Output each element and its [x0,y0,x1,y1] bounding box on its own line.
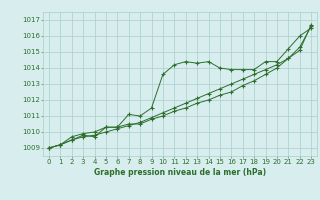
X-axis label: Graphe pression niveau de la mer (hPa): Graphe pression niveau de la mer (hPa) [94,168,266,177]
